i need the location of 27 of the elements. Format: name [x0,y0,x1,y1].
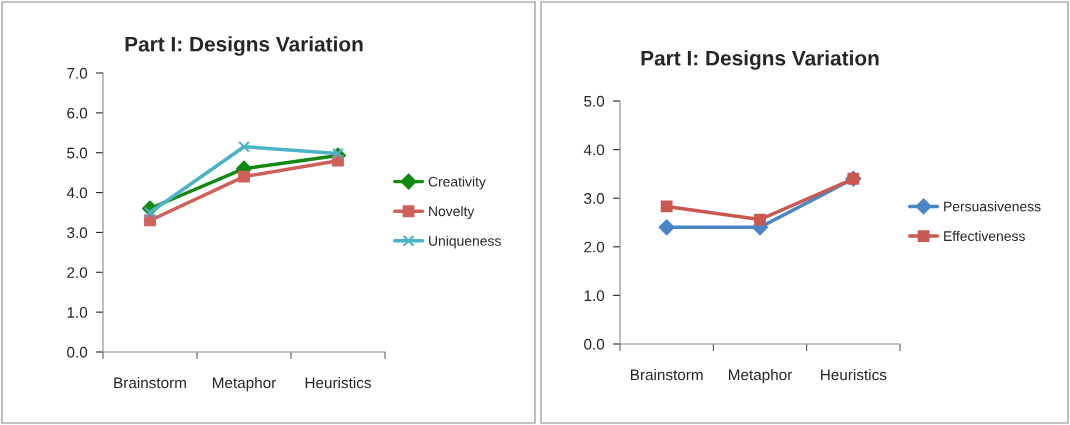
y-tick-label: 0.0 [584,338,605,350]
y-tick-label: 5.0 [67,147,88,159]
x-tick-label: Brainstorm [114,377,186,389]
chart-title: Part I: Designs Variation [125,36,363,56]
y-tick-label: 2.0 [584,241,605,253]
y-tick-label: 6.0 [67,107,88,119]
x-tick-label: Metaphor [728,369,793,384]
y-tick-label: 0.0 [67,346,88,358]
legend-label: Effectiveness [944,230,1025,242]
legend-label: Uniqueness [429,235,501,249]
x-tick-label: Heuristics [821,369,887,381]
y-tick-label: 1.0 [67,307,88,318]
y-tick-label: 4.0 [583,144,605,156]
y-tick-label: 2.0 [67,267,88,278]
y-tick-label: 1.0 [584,290,605,302]
x-tick-label: Heuristics [305,377,371,389]
y-tick-label: 5.0 [584,95,605,107]
y-tick-label: 3.0 [67,227,88,239]
chart-title: Part I: Designs Variation [641,50,879,70]
y-tick-label: 3.0 [584,193,605,204]
y-tick-label: 4.0 [66,187,88,199]
legend-label: Novelty [429,206,475,219]
y-tick-label: 7.0 [67,67,88,79]
x-tick-label: Metaphor [212,377,277,392]
legend-label: Persuasiveness [944,201,1041,212]
legend-label: Creativity [428,176,486,190]
x-tick-label: Brainstorm [630,369,703,381]
